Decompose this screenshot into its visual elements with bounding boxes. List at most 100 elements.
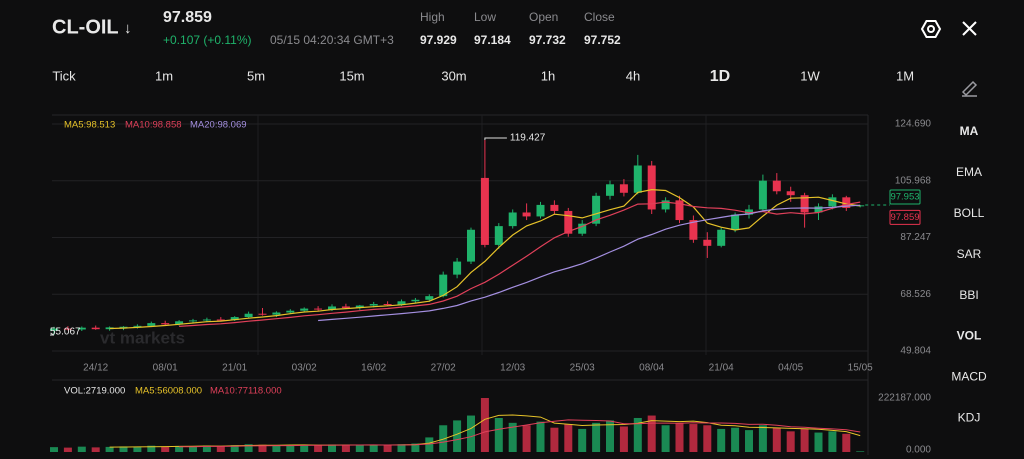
candle-body xyxy=(355,305,364,308)
volume-bar xyxy=(175,445,184,452)
volume-tick-label: 222187.000 xyxy=(878,393,931,404)
x-tick-label: 21/01 xyxy=(222,363,247,374)
candle-body xyxy=(161,323,170,325)
high-label: 119.427 xyxy=(510,133,546,144)
volume-bar xyxy=(189,446,197,452)
indicator-button[interactable]: BBI xyxy=(959,288,978,302)
x-tick-label: 12/03 xyxy=(500,363,525,374)
indicator-button[interactable]: KDJ xyxy=(958,410,981,424)
candle-body xyxy=(536,204,545,217)
indicator-button[interactable]: BOLL xyxy=(954,206,985,220)
volume-bar xyxy=(272,445,281,452)
settings-icon[interactable] xyxy=(920,20,942,38)
timeframe-tab[interactable]: 1D xyxy=(710,68,730,85)
volume-bar xyxy=(508,422,517,452)
volume-tick-label: 0.000 xyxy=(906,445,931,456)
candle-body xyxy=(731,214,740,230)
volume-bar xyxy=(453,420,462,452)
volume-bar xyxy=(147,445,156,452)
timeframe-tab[interactable]: 30m xyxy=(441,68,466,83)
volume-bar xyxy=(258,444,267,452)
indicator-button[interactable]: SAR xyxy=(957,247,982,261)
indicator-button[interactable]: EMA xyxy=(956,165,982,179)
candle-body xyxy=(467,229,475,262)
x-tick-label: 04/05 xyxy=(778,363,803,374)
candle-body xyxy=(50,328,58,331)
candle-body xyxy=(758,180,767,210)
draw-icon[interactable] xyxy=(961,80,978,97)
stat-value: 97.752 xyxy=(584,33,621,47)
volume-bar xyxy=(300,444,309,452)
timeframe-tab[interactable]: 1h xyxy=(541,68,555,83)
candle-body xyxy=(202,319,211,321)
x-tick-label: 08/01 xyxy=(153,363,178,374)
volume-bar xyxy=(467,415,475,452)
volume-bar xyxy=(202,445,211,452)
y-tick-label: 68.526 xyxy=(900,289,931,300)
candle-body xyxy=(689,220,698,240)
timeframe-tab[interactable]: 1m xyxy=(155,68,173,83)
y-tick-label: 87.247 xyxy=(900,232,931,243)
candle-body xyxy=(189,320,197,322)
volume-bar xyxy=(480,398,489,452)
volume-bar xyxy=(647,415,656,452)
indicator-button[interactable]: MA xyxy=(960,124,979,138)
candle-body xyxy=(369,304,378,306)
stat-label: Open xyxy=(529,10,558,24)
indicator-button[interactable]: VOL xyxy=(957,329,982,343)
volume-bar xyxy=(244,444,253,452)
volume-bar xyxy=(786,431,795,452)
volume-bar xyxy=(550,427,559,452)
y-tick-label: 49.804 xyxy=(900,346,931,357)
volume-bar xyxy=(675,422,684,452)
ma-line xyxy=(318,204,861,322)
volume-bar xyxy=(286,445,295,452)
price-change: +0.107 (+0.11%) xyxy=(163,33,252,47)
volume-bar xyxy=(758,425,767,452)
candle-body xyxy=(606,184,614,196)
volume-bar xyxy=(842,433,851,452)
volume-bar xyxy=(522,425,531,452)
volume-bar xyxy=(689,424,698,452)
candle-body xyxy=(258,313,267,315)
candle-body xyxy=(439,274,448,297)
candle-body xyxy=(133,325,142,327)
candle-body xyxy=(814,206,823,213)
ma-line xyxy=(109,188,861,330)
x-tick-label: 25/03 xyxy=(570,363,595,374)
close-icon[interactable] xyxy=(962,21,977,36)
volume-bar xyxy=(383,445,392,452)
volume-bar xyxy=(77,446,86,452)
timeframe-tab[interactable]: 1M xyxy=(896,68,914,83)
volume-bar xyxy=(119,446,128,452)
candle-body xyxy=(828,197,837,207)
indicator-button[interactable]: MACD xyxy=(951,370,987,384)
candle-body xyxy=(453,261,462,275)
volume-legend: VOL:2719.000 xyxy=(64,386,125,397)
timeframe-tab[interactable]: 4h xyxy=(626,68,640,83)
candle-body xyxy=(522,212,531,217)
volume-bar xyxy=(161,446,170,452)
volume-bar xyxy=(814,432,823,452)
timeframe-tab[interactable]: 5m xyxy=(247,68,265,83)
volume-bar xyxy=(63,447,72,452)
chart: vt markets 124.690 105.968 87.247 68.526 49.8… xyxy=(50,114,932,456)
candle-body xyxy=(230,317,239,321)
volume-bar xyxy=(341,445,350,452)
indicator-menu: MA EMA BOLL SAR BBI VOL MACD KDJ xyxy=(951,124,987,424)
y-tick-label: 124.690 xyxy=(895,119,932,130)
stat-label: Low xyxy=(474,10,496,24)
volume-bar xyxy=(619,426,628,452)
timeframe-tab[interactable]: 1W xyxy=(800,68,820,83)
volume-bar xyxy=(133,447,142,452)
candle-body xyxy=(480,177,489,245)
timeframe-tab[interactable]: 15m xyxy=(339,68,364,83)
ma-legend: MA5:98.513 xyxy=(64,120,115,131)
volume-bar xyxy=(439,425,448,452)
volume-bar xyxy=(230,445,239,452)
timeframe-tab[interactable]: Tick xyxy=(52,68,76,83)
candle-body xyxy=(286,310,295,313)
volume-bar xyxy=(494,417,503,452)
candle-body xyxy=(147,323,156,326)
